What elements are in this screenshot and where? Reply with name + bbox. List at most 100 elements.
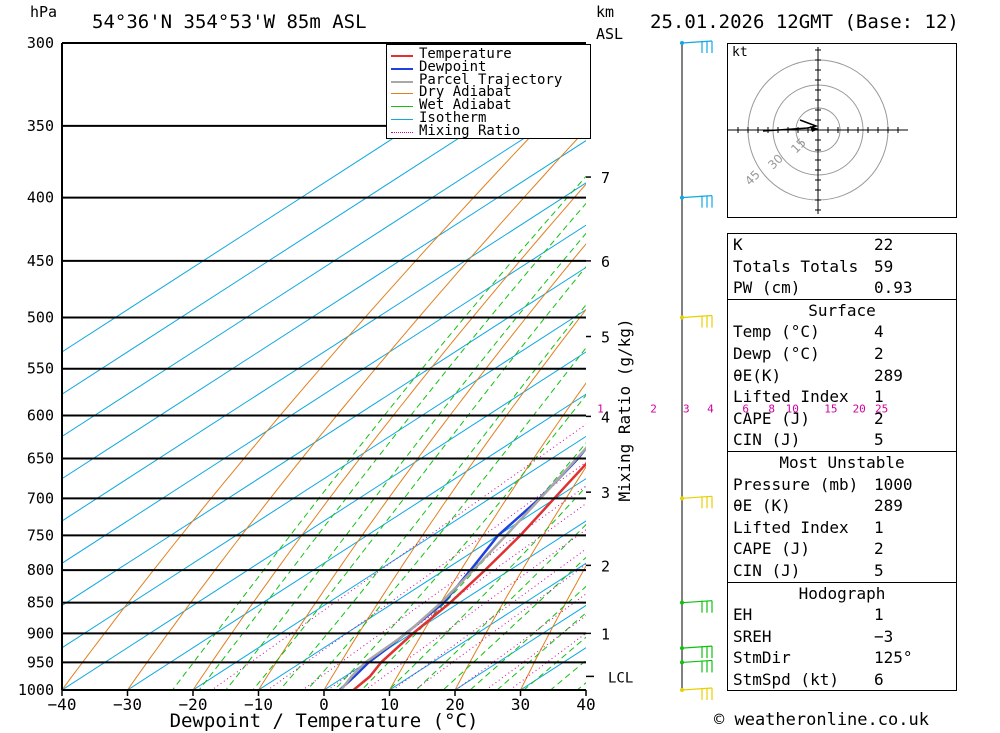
mixing-ratio-line xyxy=(364,529,586,690)
wind-barb xyxy=(680,645,713,659)
legend-item: Mixing Ratio xyxy=(387,123,590,139)
mixing-ratio-line xyxy=(392,548,586,690)
surface-section: Surface Temp (°C) 4 Dewp (°C) 2 θE(K) 289 L… xyxy=(728,298,956,451)
wet-adiabat-line xyxy=(496,612,586,690)
legend-item: Temperature xyxy=(387,46,590,62)
pressure-tick-label: 400 xyxy=(27,189,54,207)
wind-barb xyxy=(680,600,713,613)
wet-adiabat-line xyxy=(333,394,586,690)
chart-axes: 1 2 3 4 6 8 10 15 20 2530035040045050055060065070… xyxy=(18,34,888,732)
x-tick-label: −30 xyxy=(113,695,142,714)
isotherm-line xyxy=(62,224,586,564)
legend-label: Dewpoint xyxy=(419,58,487,75)
km-unit-label: km xyxy=(596,3,615,21)
pressure-tick-label: 850 xyxy=(27,594,54,612)
most-unstable-title: Most Unstable xyxy=(779,452,905,472)
mixing-ratio-line xyxy=(210,423,586,690)
wet-adiabat-line xyxy=(415,523,586,690)
mixing-ratio-line xyxy=(327,502,586,690)
isotherm-line xyxy=(62,266,586,607)
mixing-ratio-label: 4 xyxy=(707,402,714,415)
wet-adiabat-line xyxy=(198,202,586,690)
pressure-tick-label: 550 xyxy=(27,360,54,378)
mixing-ratio-line xyxy=(301,485,586,690)
mixing-ratio-label: 10 xyxy=(786,402,799,415)
pressure-tick-label: 450 xyxy=(27,252,54,270)
legend-swatch xyxy=(391,67,413,70)
pressure-tick-label: 350 xyxy=(27,117,54,135)
mixing-ratio-line xyxy=(266,461,586,690)
dry-adiabat-line xyxy=(62,77,586,690)
x-tick-label: −10 xyxy=(244,695,273,714)
wet-adiabat-line xyxy=(306,346,586,690)
mu-row: CAPE (J) 2 xyxy=(733,539,884,559)
hodo-row: EH 1 xyxy=(733,605,884,625)
x-tick-label: 20 xyxy=(445,695,464,714)
indices-section: K 22 Totals Totals 59 PW (cm) 0.93 xyxy=(728,234,956,299)
storm-motion-arrow xyxy=(810,126,819,132)
wet-adiabat-line xyxy=(469,585,586,690)
chart-legend: Temperature Dewpoint Parcel Trajectory Dry … xyxy=(386,44,591,139)
dry-adiabat-line xyxy=(192,183,586,690)
surface-row: CAPE (J) 2 xyxy=(733,408,884,428)
chart-frame xyxy=(61,42,586,691)
legend-swatch xyxy=(391,106,413,108)
isotherm-line xyxy=(388,562,586,690)
legend-item: Isotherm xyxy=(387,110,590,126)
mixing-ratio-label: 1 xyxy=(597,402,604,415)
mixing-ratio-label: 6 xyxy=(742,402,749,415)
mixing-ratio-label: 8 xyxy=(768,402,775,415)
mixing-ratio-label: 2 xyxy=(650,402,657,415)
legend-label: Wet Adiabat xyxy=(419,97,512,114)
surface-row: Temp (°C) 4 xyxy=(733,322,884,342)
surface-row: Dewp (°C) 2 xyxy=(733,343,884,363)
legend-swatch xyxy=(391,80,413,83)
hodograph-ring-label: 15 xyxy=(788,135,809,156)
km-tick-label: 4 xyxy=(601,408,610,426)
legend-item: Dry Adiabat xyxy=(387,84,590,101)
legend-item: Dewpoint xyxy=(387,58,590,75)
asl-label: ASL xyxy=(596,25,624,43)
wind-barb xyxy=(680,40,713,53)
legend-swatch xyxy=(391,119,413,120)
index-row-k: K 22 xyxy=(733,235,894,254)
legend-swatch xyxy=(391,55,413,57)
isotherm-line xyxy=(62,97,586,438)
indices-table: K 22 Totals Totals 59 PW (cm) 0.93 Surface … xyxy=(727,233,957,692)
pressure-tick-label: 750 xyxy=(27,526,54,544)
legend-item: Wet Adiabat xyxy=(387,97,590,114)
wet-adiabat-line xyxy=(442,556,586,690)
legend-swatch xyxy=(391,93,413,95)
dry-adiabat-line xyxy=(454,466,586,690)
hodo-row: StmSpd (kt) 6 xyxy=(733,669,884,689)
pressure-tick-label: 900 xyxy=(27,624,54,642)
isotherm-line xyxy=(257,478,586,690)
x-tick-label: −20 xyxy=(179,695,208,714)
isotherm-line xyxy=(62,55,586,395)
pressure-tick-label: 600 xyxy=(27,406,54,424)
isotherm-line xyxy=(62,309,586,649)
mu-row: Lifted Index 1 xyxy=(733,517,884,537)
wind-barbs xyxy=(680,40,713,700)
hodograph-ring-label: 45 xyxy=(742,167,763,188)
isotherm-line xyxy=(62,140,586,480)
isotherm-line xyxy=(126,393,586,690)
copyright-link[interactable]: © weatheronline.co.uk xyxy=(714,710,929,730)
chart-grid xyxy=(62,43,586,690)
wind-barb xyxy=(680,495,713,509)
wind-barb xyxy=(680,314,713,328)
index-row-pw: PW (cm) 0.93 xyxy=(733,278,913,298)
x-axis-label: Dewpoint / Temperature (°C) xyxy=(170,710,479,732)
legend-label: Parcel Trajectory xyxy=(419,71,563,88)
km-tick-label: 6 xyxy=(601,253,610,271)
dry-adiabat-line xyxy=(126,128,586,690)
dry-adiabat-line xyxy=(257,243,586,690)
isotherm-line xyxy=(62,43,542,353)
mu-row: CIN (J) 5 xyxy=(733,560,884,580)
legend-label: Temperature xyxy=(419,46,512,62)
pressure-tick-label: 500 xyxy=(27,309,54,327)
hodo-row: StmDir 125° xyxy=(733,648,913,668)
legend-label: Dry Adiabat xyxy=(419,84,512,101)
hodo-row: SREH −3 xyxy=(733,626,894,646)
